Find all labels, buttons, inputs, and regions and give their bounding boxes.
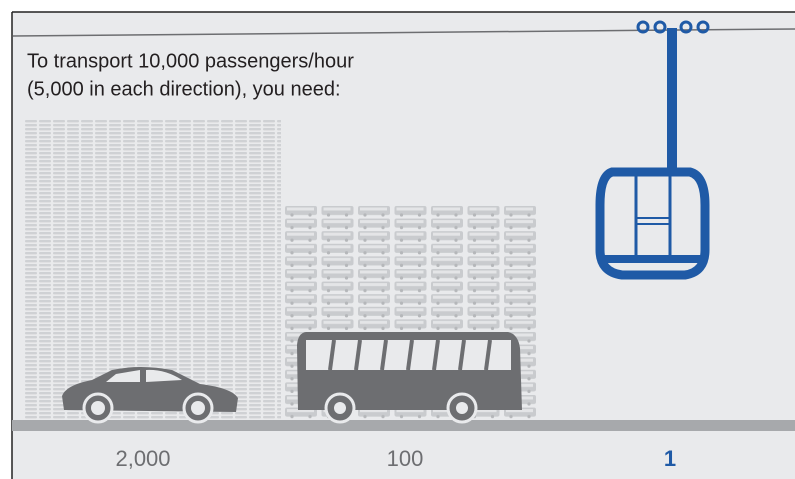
infographic: To transport 10,000 passengers/hour (5,0… [0, 0, 795, 479]
count-label: 2,000 [115, 446, 170, 471]
title-line: To transport 10,000 passengers/hour [27, 50, 354, 72]
title-line: (5,000 in each direction), you need: [27, 78, 341, 100]
count-label: 100 [387, 446, 424, 471]
count-label: 1 [664, 446, 676, 471]
bus-icon [297, 332, 522, 422]
ground [12, 420, 795, 431]
